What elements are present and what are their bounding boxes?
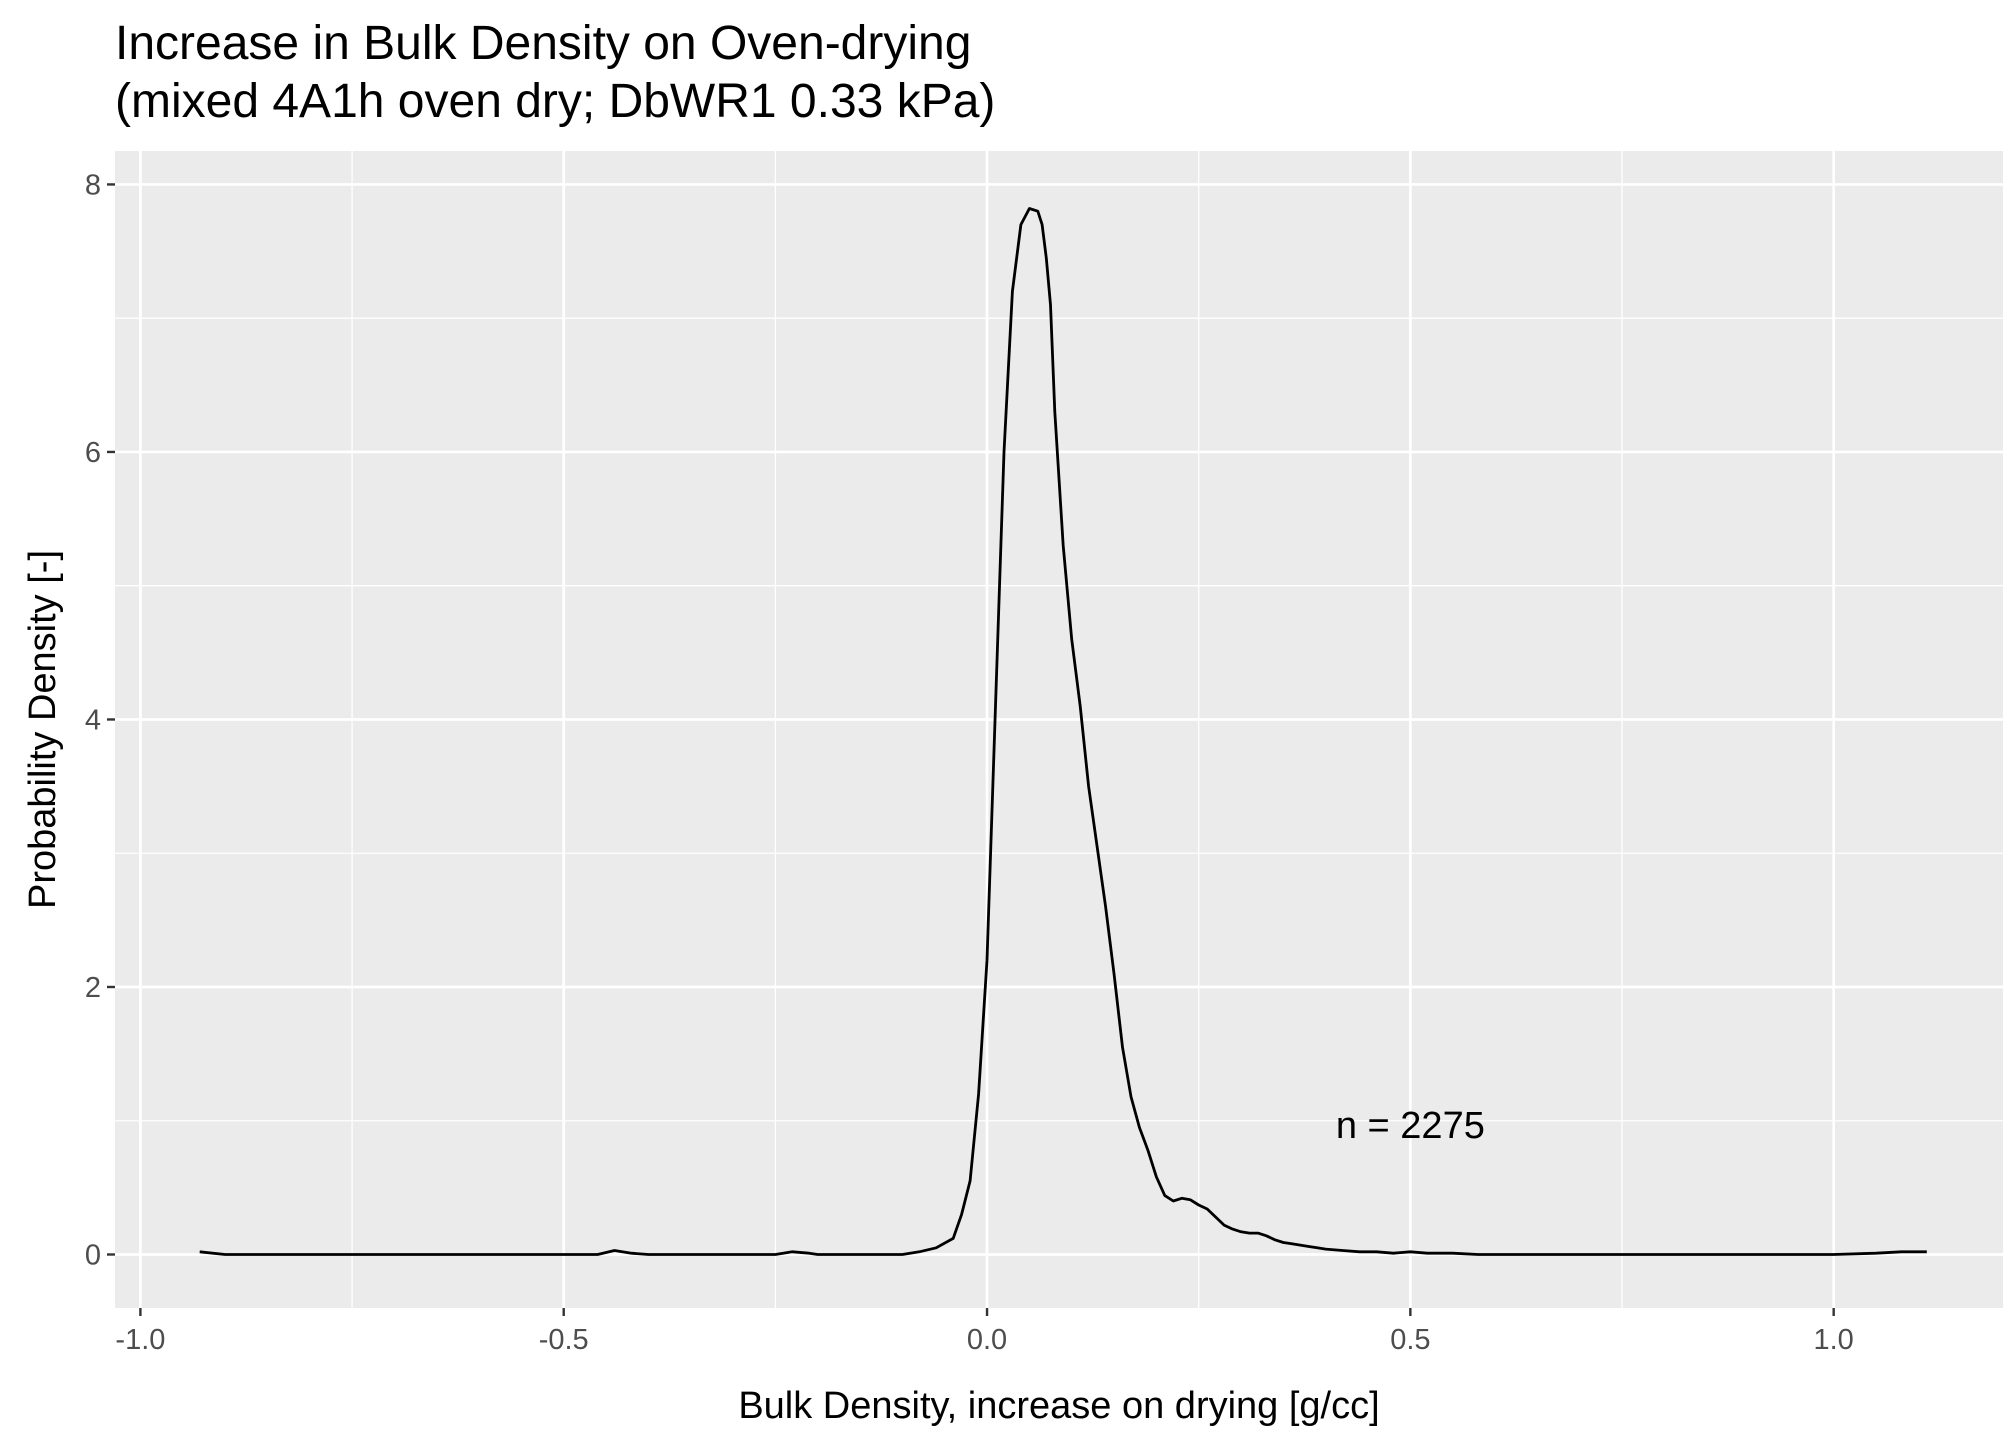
chart-subtitle: (mixed 4A1h oven dry; DbWR1 0.33 kPa)	[115, 75, 996, 128]
y-tick-label: 4	[85, 704, 101, 736]
x-axis-label: Bulk Density, increase on drying [g/cc]	[738, 1385, 1379, 1427]
y-tick-label: 8	[85, 169, 101, 201]
y-tick-label: 6	[85, 437, 101, 469]
x-tick-label: 1.0	[1814, 1324, 1854, 1356]
y-axis: 0 2 4 6 8	[85, 169, 115, 1271]
y-tick-label: 2	[85, 972, 101, 1004]
x-tick-label: -1.0	[115, 1324, 165, 1356]
major-gridlines	[115, 151, 2003, 1308]
minor-gridlines	[115, 151, 2003, 1308]
y-tick-label: 0	[85, 1239, 101, 1271]
plot-panel	[115, 151, 2003, 1308]
x-tick-label: 0.0	[967, 1324, 1007, 1356]
x-tick-label: 0.5	[1390, 1324, 1430, 1356]
x-axis: -1.0 -0.5 0.0 0.5 1.0	[115, 1308, 1854, 1356]
y-axis-label: Probability Density [-]	[22, 550, 64, 909]
chart-title: Increase in Bulk Density on Oven-drying	[115, 17, 972, 70]
x-tick-label: -0.5	[539, 1324, 589, 1356]
sample-size-annotation: n = 2275	[1336, 1105, 1485, 1147]
density-curve	[199, 207, 1927, 1256]
